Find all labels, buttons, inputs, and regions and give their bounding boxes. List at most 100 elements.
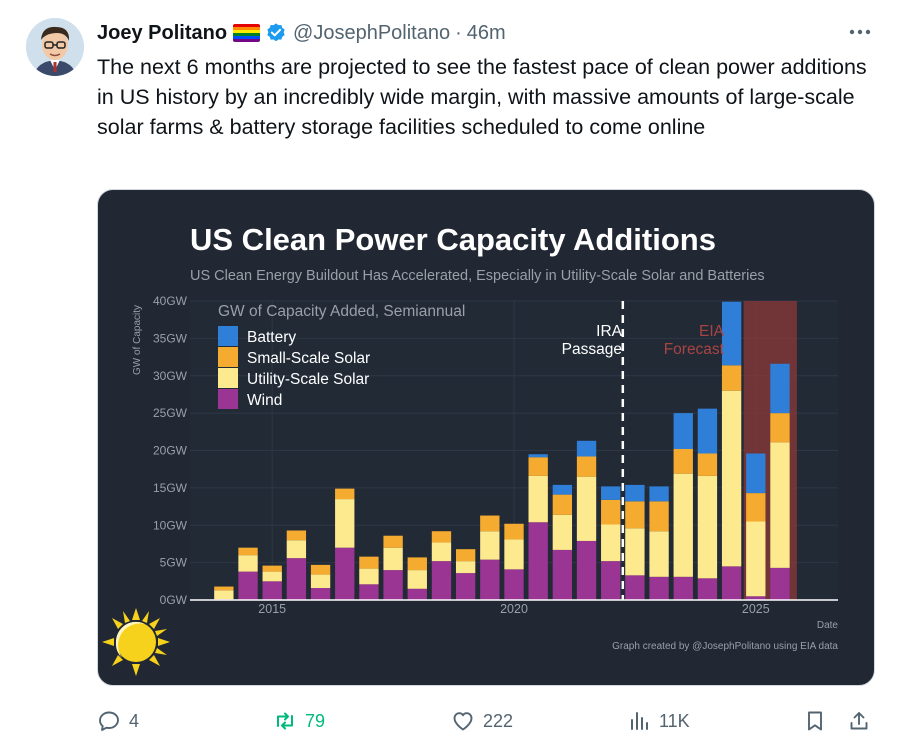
ira-annotation-line2: Passage (562, 341, 622, 358)
y-tick-label: 10GW (153, 518, 188, 532)
bar-small-scale-solar (504, 523, 524, 540)
bar-utility-scale-solar (238, 555, 258, 572)
bar-small-scale-solar (673, 449, 693, 474)
y-axis-label: GW of Capacity (132, 305, 143, 375)
bar-small-scale-solar (576, 456, 597, 477)
views-button[interactable]: 11K (627, 704, 690, 738)
bar-utility-scale-solar (480, 531, 500, 560)
bar-wind (746, 596, 766, 600)
bar-utility-scale-solar (649, 531, 669, 577)
y-tick-label: 0GW (160, 593, 188, 607)
bar-utility-scale-solar (335, 499, 355, 548)
legend-swatch-wind (218, 389, 238, 409)
bar-wind (238, 571, 258, 600)
bar-wind (455, 573, 476, 600)
bar-small-scale-solar (770, 413, 790, 443)
display-name[interactable]: Joey Politano (97, 21, 228, 44)
share-icon (850, 712, 868, 730)
tweet-text: The next 6 months are projected to see t… (97, 55, 867, 139)
bookmark-button[interactable] (803, 704, 827, 738)
bookmark-icon (808, 711, 822, 731)
x-tick-label: 2015 (258, 602, 286, 616)
timestamp[interactable]: 46m (466, 21, 506, 44)
x-axis-label: Date (817, 620, 839, 631)
bar-wind (649, 576, 669, 600)
bar-wind (625, 575, 645, 600)
bar-wind (310, 588, 331, 600)
avatar-image (26, 18, 84, 76)
y-tick-label: 20GW (153, 444, 188, 458)
like-count: 222 (483, 710, 514, 731)
bar-battery (721, 301, 742, 366)
retweet-icon (277, 712, 293, 730)
bar-wind (576, 540, 597, 600)
bar-small-scale-solar (552, 494, 573, 515)
bar-wind (504, 569, 524, 600)
more-options-icon[interactable] (846, 22, 874, 42)
reply-icon (99, 711, 119, 731)
bar-small-scale-solar (359, 556, 379, 569)
legend-swatch-utility-scale-solar (218, 368, 238, 388)
bar-wind (335, 547, 355, 600)
ira-annotation-line1: IRA (596, 323, 623, 340)
bar-small-scale-solar (625, 501, 645, 529)
bar-utility-scale-solar (407, 570, 427, 589)
share-button[interactable] (847, 704, 871, 738)
sun-logo-icon (102, 608, 170, 676)
bar-utility-scale-solar (310, 574, 331, 589)
bar-small-scale-solar (746, 493, 766, 522)
bar-utility-scale-solar (625, 528, 645, 576)
reply-button[interactable]: 4 (97, 704, 139, 738)
chart-subtitle: US Clean Energy Buildout Has Accelerated… (190, 268, 765, 284)
heart-icon (453, 712, 473, 731)
rainbow-flag-icon (233, 24, 261, 42)
tweet-actions: 4 79 222 11K (97, 704, 882, 738)
bar-small-scale-solar (431, 531, 452, 543)
bar-battery (673, 413, 693, 450)
bar-wind (528, 522, 548, 600)
bar-wind (262, 581, 282, 600)
bar-small-scale-solar (214, 586, 234, 591)
x-tick-label: 2025 (742, 602, 770, 616)
bar-wind (431, 561, 452, 600)
bar-battery (601, 486, 621, 500)
bar-wind (383, 570, 403, 600)
bar-utility-scale-solar (746, 521, 766, 597)
user-handle[interactable]: @JosephPolitano (293, 21, 451, 44)
legend-label-small-scale-solar: Small-Scale Solar (247, 350, 370, 367)
chart-image[interactable]: 0GW 5GW 10GW 15GW 20GW 25GW 30GW 35GW 40GW 2015 20… (97, 189, 875, 686)
retweet-button[interactable]: 79 (273, 704, 325, 738)
bar-wind (601, 561, 621, 600)
tweet-header: Joey Politano @JosephPolitano · 46m (97, 20, 506, 46)
bar-small-scale-solar (286, 530, 307, 541)
bar-wind (673, 576, 693, 600)
chart-credit: Graph created by @JosephPolitano using E… (612, 641, 838, 652)
retweet-count: 79 (305, 710, 326, 731)
bar-utility-scale-solar (383, 547, 403, 571)
legend-label-wind: Wind (247, 392, 282, 409)
legend-swatch-battery (218, 326, 238, 346)
forecast-annotation-line2: Forecast (664, 341, 725, 358)
bar-small-scale-solar (238, 547, 258, 556)
like-button[interactable]: 222 (451, 704, 513, 738)
bar-utility-scale-solar (576, 476, 597, 541)
clean-power-chart: 0GW 5GW 10GW 15GW 20GW 25GW 30GW 35GW 40GW 2015 20… (102, 222, 839, 676)
bar-small-scale-solar (262, 565, 282, 572)
bar-wind (770, 567, 790, 600)
avatar[interactable] (26, 18, 84, 76)
bar-utility-scale-solar (601, 524, 621, 562)
x-tick-label: 2020 (500, 602, 528, 616)
chart-inner-label: GW of Capacity Added, Semiannual (218, 303, 465, 320)
bar-small-scale-solar (480, 515, 500, 532)
legend-label-battery: Battery (247, 329, 296, 346)
y-tick-label: 15GW (153, 481, 188, 495)
views-count: 11K (659, 710, 690, 731)
y-tick-label: 40GW (153, 294, 188, 308)
reply-count: 4 (129, 710, 140, 731)
bar-utility-scale-solar (214, 590, 234, 600)
bar-wind (407, 588, 427, 600)
bar-utility-scale-solar (528, 475, 548, 523)
bar-battery (625, 484, 645, 502)
bar-small-scale-solar (649, 501, 669, 532)
y-tick-label: 25GW (153, 406, 188, 420)
